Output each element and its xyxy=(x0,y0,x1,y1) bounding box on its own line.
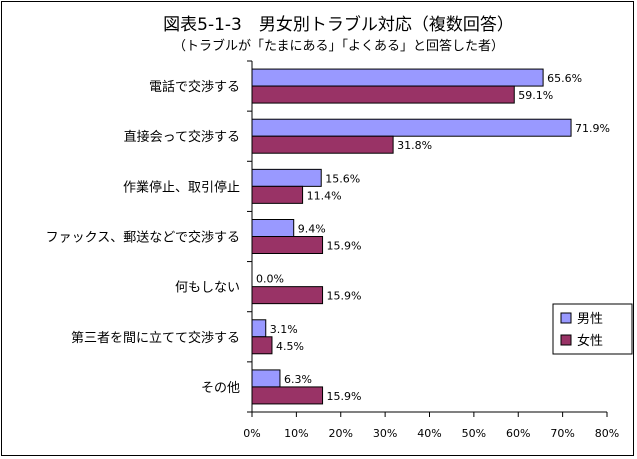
data-label: 6.3% xyxy=(284,373,312,386)
x-tick-label: 80% xyxy=(595,427,619,440)
bar-female xyxy=(251,85,515,104)
category-label: 直接会って交渉する xyxy=(124,129,240,145)
legend-swatch xyxy=(560,334,572,346)
category-label: 電話で交渉する xyxy=(149,79,240,95)
category-label: 作業停止、取引停止 xyxy=(123,179,240,195)
data-label: 59.1% xyxy=(518,89,553,102)
bar-male xyxy=(251,118,572,137)
chart-title: 図表5-1-3 男女別トラブル対応（複数回答） xyxy=(163,15,514,35)
bar-male xyxy=(251,219,295,237)
bar-female xyxy=(251,336,273,355)
data-label: 31.8% xyxy=(397,139,432,152)
category-label: 第三者を間に立てて交渉する xyxy=(71,330,240,346)
data-label: 3.1% xyxy=(270,323,298,336)
legend-label: 女性 xyxy=(577,333,603,349)
legend-label: 男性 xyxy=(577,312,603,327)
data-label: 11.4% xyxy=(307,189,342,202)
bar-male xyxy=(251,369,281,388)
x-tick-label: 10% xyxy=(284,427,308,440)
x-tick-label: 30% xyxy=(373,427,397,440)
bar-female xyxy=(251,185,304,204)
category-label: ファックス、郵送などで交渉する xyxy=(46,230,240,246)
x-tick-label: 40% xyxy=(417,427,441,440)
data-label: 0.0% xyxy=(256,273,284,286)
chart-subtitle: （トラブルが「たまにある」「よくある」と回答した者） xyxy=(172,39,505,54)
bar-male xyxy=(251,68,544,87)
category-label: 何もしない xyxy=(175,280,240,296)
bar-female xyxy=(251,286,324,305)
bar-female xyxy=(251,386,324,405)
category-label: その他 xyxy=(201,381,240,396)
legend-swatch xyxy=(560,312,572,324)
data-label: 15.9% xyxy=(327,240,362,253)
legend-box xyxy=(552,303,633,355)
x-tick-label: 0% xyxy=(243,427,260,440)
bar-female xyxy=(251,135,394,154)
data-label: 15.6% xyxy=(325,172,360,185)
data-label: 9.4% xyxy=(298,223,326,236)
x-tick-label: 60% xyxy=(506,427,530,440)
data-label: 65.6% xyxy=(547,72,582,85)
x-tick-label: 50% xyxy=(462,427,486,440)
data-label: 15.9% xyxy=(327,390,362,403)
data-label: 71.9% xyxy=(575,122,610,135)
x-tick-label: 20% xyxy=(329,427,353,440)
bar-male xyxy=(251,168,322,187)
data-label: 15.9% xyxy=(327,290,362,303)
x-tick-label: 70% xyxy=(550,427,574,440)
data-label: 4.5% xyxy=(276,340,304,353)
bar-male xyxy=(251,319,267,338)
bar-female xyxy=(251,236,324,254)
